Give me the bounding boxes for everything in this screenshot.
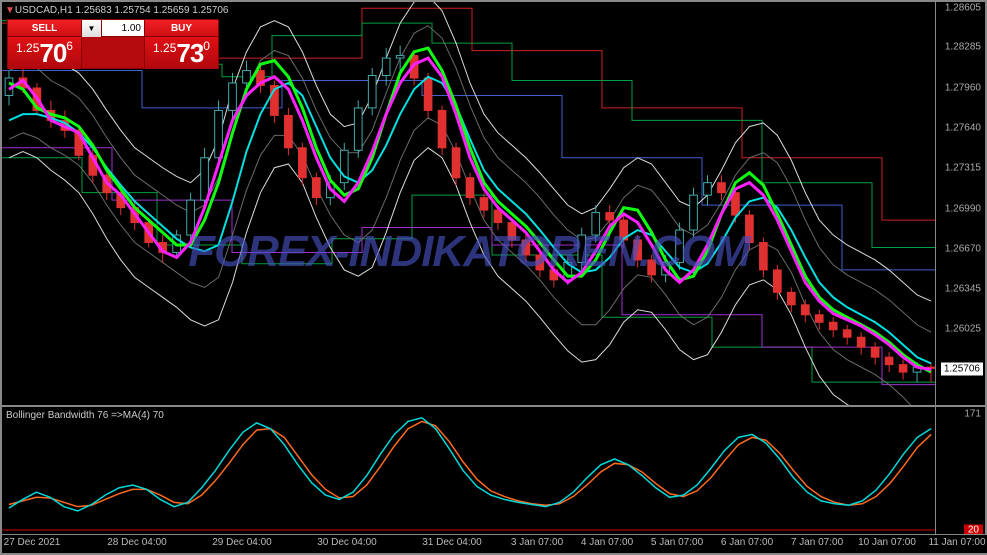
- buy-price-big: 73: [176, 38, 203, 69]
- ohlc-open: 1.25683: [75, 5, 111, 16]
- y-tick-label: 1.27315: [945, 163, 981, 174]
- one-click-trade-panel: SELL 1.25 70 6 ▼ 1.00 BUY 1.25 73: [7, 19, 219, 69]
- buy-label: BUY: [145, 20, 218, 37]
- chart-window: ▼USDCAD,H1 1.25683 1.25754 1.25659 1.257…: [0, 0, 987, 555]
- x-tick-label: 6 Jan 07:00: [721, 537, 773, 548]
- sell-price-pip: 6: [66, 39, 73, 53]
- time-x-axis: 27 Dec 2021 28 Dec 04:00 29 Dec 04:00 30 De…: [1, 534, 987, 554]
- x-tick-label: 27 Dec 2021: [4, 537, 61, 548]
- y-tick-label: 1.27960: [945, 82, 981, 93]
- y-tick-label: 1.28285: [945, 42, 981, 53]
- x-tick-label: 10 Jan 07:00: [858, 537, 916, 548]
- y-tick-label: 1.26670: [945, 243, 981, 254]
- y-tick-label: 1.26345: [945, 284, 981, 295]
- symbol-arrow-icon: ▼: [5, 5, 15, 16]
- y-tick-label: 1.26990: [945, 203, 981, 214]
- sub-y-axis: 17120: [935, 406, 986, 536]
- ohlc-close: 1.25706: [192, 5, 228, 16]
- main-price-chart[interactable]: ▼USDCAD,H1 1.25683 1.25754 1.25659 1.257…: [1, 1, 937, 406]
- ohlc-high: 1.25754: [114, 5, 150, 16]
- sell-price-big: 70: [39, 38, 66, 69]
- indicator-label: Bollinger Bandwidth 76 =>MA(4) 70: [6, 410, 164, 421]
- symbol-name: USDCAD,H1: [15, 5, 73, 16]
- indicator-sub-chart[interactable]: Bollinger Bandwidth 76 =>MA(4) 70: [1, 406, 937, 536]
- sell-label: SELL: [8, 20, 81, 37]
- x-tick-label: 29 Dec 04:00: [212, 537, 272, 548]
- x-tick-label: 28 Dec 04:00: [107, 537, 167, 548]
- y-tick-label: 1.27640: [945, 122, 981, 133]
- main-y-axis: 1.28605 1.28285 1.27960 1.27640 1.27315 1.269…: [935, 1, 986, 406]
- x-tick-label: 5 Jan 07:00: [651, 537, 703, 548]
- x-tick-label: 30 Dec 04:00: [317, 537, 377, 548]
- lot-dropdown-icon[interactable]: ▼: [82, 20, 102, 37]
- sub-chart-svg: [2, 407, 937, 536]
- buy-button[interactable]: BUY 1.25 73 0: [145, 20, 218, 68]
- lot-size-control: ▼ 1.00: [81, 20, 145, 68]
- symbol-ohlc-bar: ▼USDCAD,H1 1.25683 1.25754 1.25659 1.257…: [5, 5, 228, 16]
- sell-price-prefix: 1.25: [16, 41, 39, 55]
- x-tick-label: 31 Dec 04:00: [422, 537, 482, 548]
- y-tick-label: 1.28605: [945, 2, 981, 13]
- x-tick-label: 3 Jan 07:00: [511, 537, 563, 548]
- x-tick-label: 7 Jan 07:00: [791, 537, 843, 548]
- y-tick-label: 1.26025: [945, 324, 981, 335]
- lot-size-input[interactable]: 1.00: [102, 20, 144, 36]
- x-tick-label: 4 Jan 07:00: [581, 537, 633, 548]
- watermark-text: FOREX-INDIKATOREN.COM: [188, 227, 750, 277]
- buy-price-pip: 0: [203, 39, 210, 53]
- x-tick-label: 11 Jan 07:00: [928, 537, 985, 548]
- sub-y-tick: 171: [964, 408, 981, 419]
- ohlc-low: 1.25659: [153, 5, 189, 16]
- buy-price-prefix: 1.25: [153, 41, 176, 55]
- sell-button[interactable]: SELL 1.25 70 6: [8, 20, 81, 68]
- current-price-tag: 1.25706: [941, 362, 983, 375]
